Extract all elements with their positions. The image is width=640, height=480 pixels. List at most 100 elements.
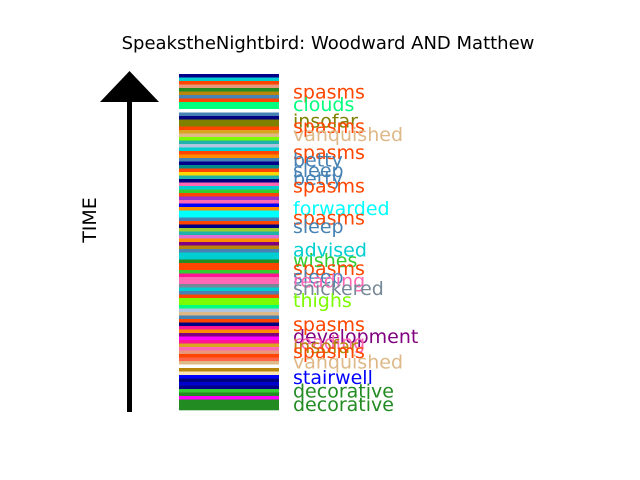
stripe-20 <box>179 144 279 148</box>
stripe-63 <box>179 294 279 299</box>
stripe-68 <box>179 312 279 316</box>
stripe-43 <box>179 224 279 229</box>
stripe-93 <box>179 399 279 404</box>
word-label-14: wishes <box>293 250 357 272</box>
stripe-9 <box>179 105 279 110</box>
stripe-11 <box>179 112 279 117</box>
stripe-95 <box>179 406 279 411</box>
stripe-5 <box>179 91 279 96</box>
word-label-4: vanquished <box>293 124 403 146</box>
stripe-33 <box>179 189 279 194</box>
stripe-30 <box>179 179 279 183</box>
stripe-65 <box>179 301 279 306</box>
word-label-6: betty <box>293 150 343 172</box>
stripe-stack <box>179 74 279 411</box>
stripe-29 <box>179 175 279 180</box>
stripe-94 <box>179 403 279 407</box>
stripe-46 <box>179 235 279 239</box>
stripe-4 <box>179 88 279 92</box>
stripe-31 <box>179 182 279 187</box>
stripe-76 <box>179 340 279 344</box>
stripe-53 <box>179 259 279 264</box>
word-label-24: spasms <box>293 341 365 363</box>
word-label-22: reading <box>293 332 365 354</box>
stripe-26 <box>179 165 279 169</box>
stripe-15 <box>179 126 279 131</box>
word-label-17: reading <box>293 270 365 292</box>
stripe-32 <box>179 186 279 190</box>
stripe-85 <box>179 371 279 376</box>
stripe-73 <box>179 329 279 334</box>
word-label-28: decorative <box>293 394 394 416</box>
stripe-72 <box>179 326 279 330</box>
stripe-70 <box>179 319 279 323</box>
stripe-50 <box>179 249 279 253</box>
stripe-90 <box>179 389 279 393</box>
word-label-12: sleep <box>293 216 344 238</box>
stripe-23 <box>179 154 279 159</box>
stripe-36 <box>179 200 279 204</box>
stripe-77 <box>179 343 279 348</box>
stripe-78 <box>179 347 279 351</box>
word-label-11: spasms <box>293 208 365 230</box>
stripe-3 <box>179 84 279 89</box>
word-label-27: decorative <box>293 381 394 403</box>
stripe-67 <box>179 308 279 313</box>
stripe-24 <box>179 158 279 162</box>
stripe-0 <box>179 74 279 78</box>
stripe-66 <box>179 305 279 309</box>
stripe-8 <box>179 102 279 106</box>
stripe-56 <box>179 270 279 274</box>
stripe-28 <box>179 172 279 176</box>
word-label-15: spasms <box>293 258 365 280</box>
stripe-80 <box>179 354 279 358</box>
stripe-89 <box>179 385 279 390</box>
word-label-7: sleep <box>293 160 344 182</box>
time-arrow-shaft <box>127 100 132 412</box>
stripe-14 <box>179 123 279 127</box>
stripe-13 <box>179 119 279 124</box>
stripe-71 <box>179 322 279 327</box>
stripe-55 <box>179 266 279 271</box>
word-label-23: insofar <box>293 336 358 358</box>
stripe-12 <box>179 116 279 120</box>
stripe-42 <box>179 221 279 225</box>
stripe-40 <box>179 214 279 218</box>
stripe-49 <box>179 245 279 250</box>
word-label-2: insofar <box>293 111 358 133</box>
stripe-81 <box>179 357 279 362</box>
word-label-8: betty <box>293 168 343 190</box>
stripe-88 <box>179 382 279 386</box>
word-label-16: sleep <box>293 266 344 288</box>
stripe-62 <box>179 291 279 295</box>
stripe-38 <box>179 207 279 211</box>
stripe-84 <box>179 368 279 372</box>
word-label-9: spasms <box>293 176 365 198</box>
word-label-3: spasms <box>293 116 365 138</box>
stripe-19 <box>179 140 279 145</box>
word-label-0: spasms <box>293 82 365 104</box>
stripe-52 <box>179 256 279 260</box>
stripe-7 <box>179 98 279 103</box>
stripe-83 <box>179 364 279 369</box>
word-label-21: development <box>293 326 418 348</box>
stripe-41 <box>179 217 279 222</box>
stripe-27 <box>179 168 279 173</box>
stripe-60 <box>179 284 279 288</box>
word-label-1: clouds <box>293 94 354 116</box>
word-labels: spasmscloudsinsofarspasmsvanquishedspasm… <box>293 82 418 417</box>
word-label-25: vanquished <box>293 351 403 373</box>
word-label-5: spasms <box>293 142 365 164</box>
stripe-34 <box>179 193 279 197</box>
word-label-20: spasms <box>293 314 365 336</box>
stripe-86 <box>179 375 279 379</box>
stripe-69 <box>179 315 279 320</box>
stripe-91 <box>179 392 279 397</box>
stripe-22 <box>179 151 279 155</box>
stripe-6 <box>179 95 279 99</box>
stripe-10 <box>179 109 279 113</box>
stripe-47 <box>179 238 279 243</box>
stripe-58 <box>179 277 279 281</box>
time-arrow-head-icon <box>100 71 159 102</box>
stripe-82 <box>179 361 279 365</box>
